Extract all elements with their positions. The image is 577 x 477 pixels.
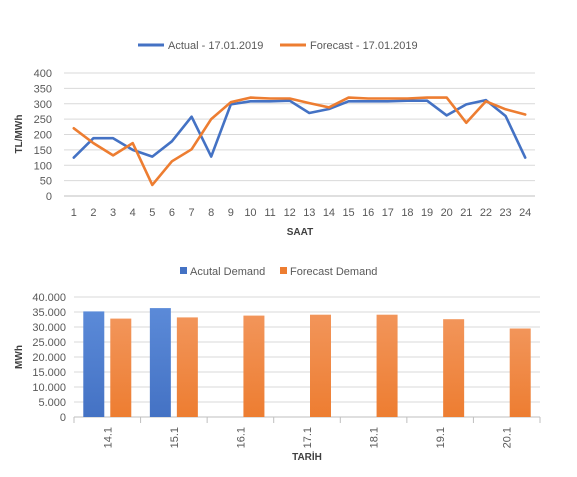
line-chart-x-tick-label: 23 bbox=[499, 207, 511, 219]
line-chart-y-tick-label: 100 bbox=[34, 160, 52, 172]
bar-chart-x-axis-title: TARİH bbox=[292, 450, 322, 463]
line-chart-x-tick-label: 8 bbox=[208, 207, 214, 219]
line-chart-x-tick-label: 11 bbox=[264, 207, 275, 219]
line-chart-x-tick-label: 21 bbox=[460, 207, 472, 219]
bar-chart-y-tick-label: 15.000 bbox=[32, 367, 66, 379]
bar-chart-bars bbox=[83, 308, 531, 417]
line-chart-x-tick-label: 7 bbox=[189, 207, 195, 219]
bar-chart-y-tick-label: 10.000 bbox=[32, 382, 66, 394]
bar-forecast-20.1 bbox=[509, 328, 531, 417]
line-chart-x-axis-title: SAAT bbox=[287, 227, 313, 238]
bar-chart-x-tick-label: 17.1 bbox=[302, 427, 314, 448]
bar-chart-y-tick-label: 35.000 bbox=[32, 307, 66, 319]
line-chart-gridlines bbox=[64, 72, 535, 197]
line-chart: Actual - 17.01.2019 Forecast - 17.01.2019… bbox=[14, 40, 535, 238]
bar-chart-y-tick-label: 40.000 bbox=[32, 292, 66, 304]
line-chart-x-tick-label: 24 bbox=[519, 207, 531, 219]
line-series-actual bbox=[72, 98, 527, 159]
line-chart-y-tick-label: 250 bbox=[34, 114, 52, 126]
bar-actual-15.1 bbox=[149, 308, 171, 417]
legend-label-actual-demand: Acutal Demand bbox=[190, 266, 265, 278]
line-chart-x-tick-label: 6 bbox=[169, 207, 175, 219]
bar-chart-x-tick-label: 18.1 bbox=[369, 427, 381, 448]
line-chart-x-tick-label: 19 bbox=[421, 207, 433, 219]
bar-chart-y-tick-label: 0 bbox=[60, 412, 66, 424]
line-chart-x-tick-label: 5 bbox=[149, 207, 155, 219]
bar-forecast-17.1 bbox=[310, 314, 331, 417]
line-chart-x-tick-label: 16 bbox=[362, 207, 374, 219]
line-chart-y-tick-label: 350 bbox=[34, 83, 52, 95]
line-chart-x-tick-label: 9 bbox=[228, 207, 234, 219]
line-chart-x-tick-label: 3 bbox=[110, 207, 116, 219]
line-chart-x-ticks: 1 2 3 4 5 6 7 8 9 10 11 12 13 14 15 16 17 18 19 20 21 22 23 24 bbox=[71, 207, 532, 219]
bar-chart-x-tick-label: 15.1 bbox=[169, 427, 181, 448]
legend-label-actual: Actual - 17.01.2019 bbox=[168, 40, 263, 52]
line-chart-y-tick-label: 400 bbox=[34, 68, 52, 80]
line-chart-x-tick-label: 10 bbox=[244, 207, 256, 219]
bar-forecast-16.1 bbox=[243, 315, 265, 417]
bar-chart-legend: Acutal Demand Forecast Demand bbox=[180, 266, 377, 278]
bar-chart-y-tick-label: 5.000 bbox=[38, 397, 66, 409]
bar-actual-14.1 bbox=[83, 311, 105, 417]
line-chart-x-tick-label: 22 bbox=[480, 207, 492, 219]
bar-chart-y-ticks: 0 5.000 10.000 15.000 20.000 25.000 30.000 35.0… bbox=[32, 292, 66, 424]
bar-chart-y-axis-title: MWh bbox=[14, 345, 25, 369]
line-chart-x-tick-label: 13 bbox=[303, 207, 315, 219]
bar-chart: Acutal Demand Forecast Demand 0 5.000 10.00… bbox=[14, 266, 541, 463]
line-chart-legend: Actual - 17.01.2019 Forecast - 17.01.2019 bbox=[138, 40, 418, 52]
line-chart-y-tick-label: 300 bbox=[34, 99, 52, 111]
bar-forecast-15.1 bbox=[176, 317, 198, 417]
legend-swatch-forecast-demand bbox=[280, 267, 287, 274]
line-chart-y-tick-label: 150 bbox=[34, 145, 52, 157]
line-chart-series bbox=[72, 96, 527, 187]
legend-label-forecast: Forecast - 17.01.2019 bbox=[310, 40, 418, 52]
bar-chart-x-tick-label: 19.1 bbox=[435, 427, 447, 448]
line-chart-x-tick-label: 17 bbox=[382, 207, 394, 219]
bar-chart-y-tick-label: 25.000 bbox=[32, 337, 66, 349]
bar-chart-gridlines bbox=[73, 296, 541, 423]
line-chart-y-tick-label: 0 bbox=[46, 191, 52, 203]
bar-chart-y-tick-label: 30.000 bbox=[32, 322, 66, 334]
line-chart-x-tick-label: 12 bbox=[284, 207, 296, 219]
bar-forecast-19.1 bbox=[443, 319, 465, 417]
bar-chart-x-tick-label: 16.1 bbox=[235, 427, 247, 448]
line-chart-x-tick-label: 4 bbox=[130, 207, 136, 219]
legend-label-forecast-demand: Forecast Demand bbox=[290, 266, 377, 278]
line-series-forecast bbox=[72, 96, 527, 187]
line-chart-y-axis-title: TL/MWh bbox=[14, 115, 25, 154]
line-chart-x-tick-label: 20 bbox=[441, 207, 453, 219]
legend-swatch-actual-demand bbox=[180, 267, 187, 274]
bar-forecast-14.1 bbox=[110, 318, 132, 417]
bar-chart-y-tick-label: 20.000 bbox=[32, 352, 66, 364]
bar-chart-x-tick-label: 14.1 bbox=[102, 427, 114, 448]
line-chart-y-tick-label: 50 bbox=[40, 176, 52, 188]
line-chart-x-tick-label: 1 bbox=[71, 207, 77, 219]
bar-forecast-18.1 bbox=[376, 314, 398, 417]
line-chart-x-tick-label: 14 bbox=[323, 207, 335, 219]
bar-chart-x-tick-label: 20.1 bbox=[502, 427, 514, 448]
line-chart-x-tick-label: 15 bbox=[342, 207, 354, 219]
line-chart-x-tick-label: 18 bbox=[401, 207, 413, 219]
line-chart-y-tick-label: 200 bbox=[34, 130, 52, 142]
line-chart-x-tick-label: 2 bbox=[90, 207, 96, 219]
line-chart-y-ticks: 0 50 100 150 200 250 300 350 400 bbox=[34, 68, 52, 203]
bar-chart-x-ticks: 14.1 15.1 16.1 17.1 18.1 19.1 20.1 bbox=[102, 427, 513, 448]
